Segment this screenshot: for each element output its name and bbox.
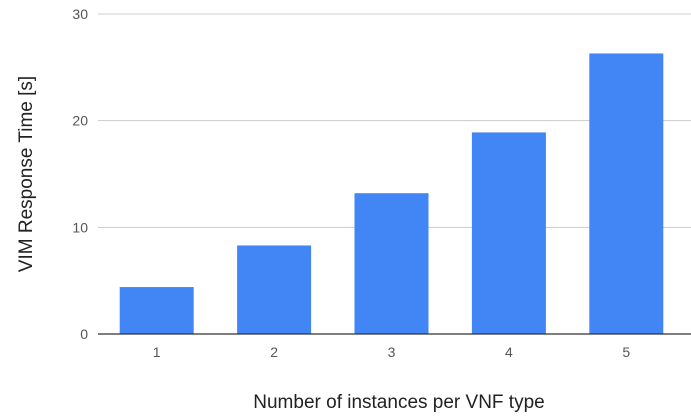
bars bbox=[119, 53, 664, 334]
y-axis-title: VIM Response Time [s] bbox=[16, 76, 37, 272]
x-tick-label: 3 bbox=[388, 344, 396, 360]
bar-3 bbox=[354, 193, 429, 334]
x-tick-label: 4 bbox=[505, 344, 513, 360]
bar-2 bbox=[237, 245, 312, 334]
x-tick-labels: 1 2 3 4 5 bbox=[153, 344, 631, 360]
x-tick-label: 1 bbox=[153, 344, 161, 360]
y-tick-label: 10 bbox=[72, 219, 88, 235]
y-tick-label: 20 bbox=[72, 113, 88, 129]
x-axis-title: Number of instances per VNF type bbox=[253, 392, 544, 413]
bar-5 bbox=[589, 53, 664, 334]
bar-1 bbox=[119, 287, 194, 334]
y-tick-label: 30 bbox=[72, 6, 88, 22]
x-tick-label: 5 bbox=[622, 344, 630, 360]
y-tick-labels: 0 10 20 30 bbox=[72, 6, 88, 342]
y-tick-label: 0 bbox=[80, 326, 88, 342]
bar-4 bbox=[471, 132, 546, 334]
x-tick-label: 2 bbox=[270, 344, 278, 360]
